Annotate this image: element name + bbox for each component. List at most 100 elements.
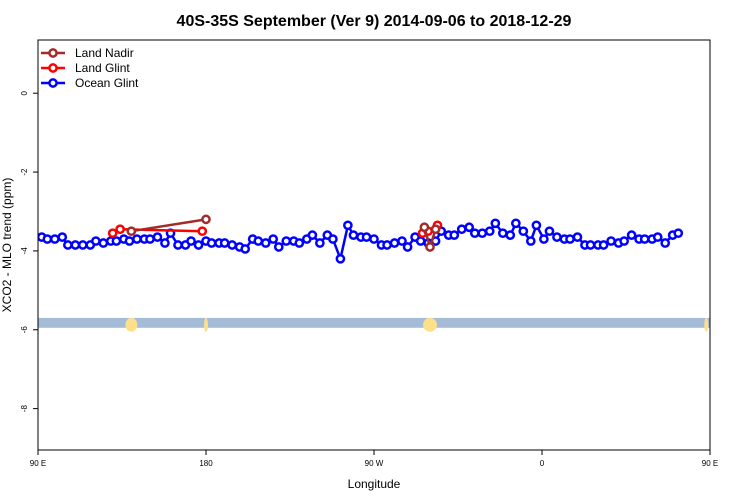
data-point xyxy=(505,230,516,240)
data-point xyxy=(598,240,609,250)
data-point xyxy=(160,238,170,248)
data-point xyxy=(402,242,413,252)
ocean-band xyxy=(38,317,710,328)
data-point xyxy=(539,234,549,244)
data-point xyxy=(497,228,508,239)
data-point xyxy=(42,234,53,244)
data-point xyxy=(124,236,135,246)
data-point xyxy=(315,238,325,248)
data-point xyxy=(585,240,596,250)
legend-label: Land Glint xyxy=(75,61,130,75)
land-mass xyxy=(204,317,208,332)
data-point xyxy=(193,240,204,250)
data-point xyxy=(206,238,217,248)
data-point xyxy=(348,230,359,240)
x-tick-label: 180 xyxy=(199,459,213,468)
data-point xyxy=(430,224,441,235)
data-point xyxy=(382,240,392,250)
legend-item: Land Glint xyxy=(41,61,130,75)
data-point xyxy=(273,242,284,252)
data-point xyxy=(132,234,142,244)
x-axis-label: Longitude xyxy=(348,477,401,491)
data-point xyxy=(260,238,271,248)
data-point xyxy=(294,238,305,248)
data-point xyxy=(619,236,629,246)
chart-title: 40S-35S September (Ver 9) 2014-09-06 to … xyxy=(177,13,572,30)
data-point xyxy=(227,240,237,250)
data-point xyxy=(361,232,372,242)
data-point xyxy=(639,234,650,244)
x-tick-label: 90 W xyxy=(365,459,384,468)
data-point xyxy=(425,242,435,252)
legend-label: Ocean Glint xyxy=(75,76,139,90)
data-point xyxy=(49,234,60,244)
data-point xyxy=(419,222,430,233)
y-tick-label: -4 xyxy=(20,247,29,255)
data-point xyxy=(729,226,736,233)
data-point xyxy=(652,232,663,242)
data-point xyxy=(253,236,264,246)
legend-item: Ocean Glint xyxy=(41,76,139,90)
data-point xyxy=(219,238,230,248)
x-tick-label: 0 xyxy=(540,459,545,468)
series-ocean-glint xyxy=(38,218,684,264)
x-tick-label: 90 E xyxy=(30,459,46,468)
legend-marker xyxy=(48,48,58,58)
land-mass xyxy=(125,317,138,332)
data-point xyxy=(490,218,501,229)
series-layer xyxy=(38,214,736,264)
y-axis: 0 -2 -4 -6 -8 xyxy=(20,90,38,412)
data-point xyxy=(525,236,536,246)
data-point xyxy=(63,240,73,250)
data-point xyxy=(544,226,555,237)
legend-item: Land Nadir xyxy=(41,46,134,60)
data-point xyxy=(606,236,616,246)
data-point xyxy=(115,224,125,235)
data-point xyxy=(111,236,122,246)
data-point xyxy=(281,236,292,246)
data-point xyxy=(464,222,475,233)
data-point xyxy=(626,230,637,240)
data-point xyxy=(145,234,155,244)
data-point xyxy=(721,230,728,237)
data-point xyxy=(456,224,467,235)
land-mass xyxy=(732,318,744,332)
data-point xyxy=(660,238,671,248)
y-tick-label: -8 xyxy=(20,405,29,413)
data-point xyxy=(572,232,583,242)
data-point xyxy=(531,220,542,231)
data-point xyxy=(107,228,118,239)
map-band xyxy=(38,317,744,332)
data-point xyxy=(57,232,68,242)
data-point xyxy=(77,240,88,250)
x-tick-label: 90 E xyxy=(702,459,718,468)
data-point xyxy=(389,238,400,248)
data-point xyxy=(565,234,575,244)
data-point xyxy=(511,218,521,229)
y-axis-label: XCO2 - MLO trend (ppm) xyxy=(0,178,14,313)
legend-marker xyxy=(48,63,58,73)
data-point xyxy=(197,226,208,237)
y-tick-label: -2 xyxy=(20,168,29,176)
data-point xyxy=(152,232,163,242)
series-line xyxy=(131,218,207,233)
data-point xyxy=(415,236,426,246)
y-tick-label: -6 xyxy=(20,326,29,334)
y-tick-label: 0 xyxy=(20,90,29,95)
data-point xyxy=(673,228,684,239)
land-mass xyxy=(423,317,437,332)
data-point xyxy=(98,238,109,248)
data-point xyxy=(335,253,346,264)
series-land-nadir xyxy=(126,214,441,252)
legend-marker xyxy=(48,78,58,88)
data-point xyxy=(449,230,460,240)
legend-label: Land Nadir xyxy=(75,46,134,60)
data-point xyxy=(173,240,183,250)
data-point xyxy=(268,234,279,244)
data-point xyxy=(201,214,211,225)
data-point xyxy=(91,236,101,246)
data-point xyxy=(518,226,529,237)
